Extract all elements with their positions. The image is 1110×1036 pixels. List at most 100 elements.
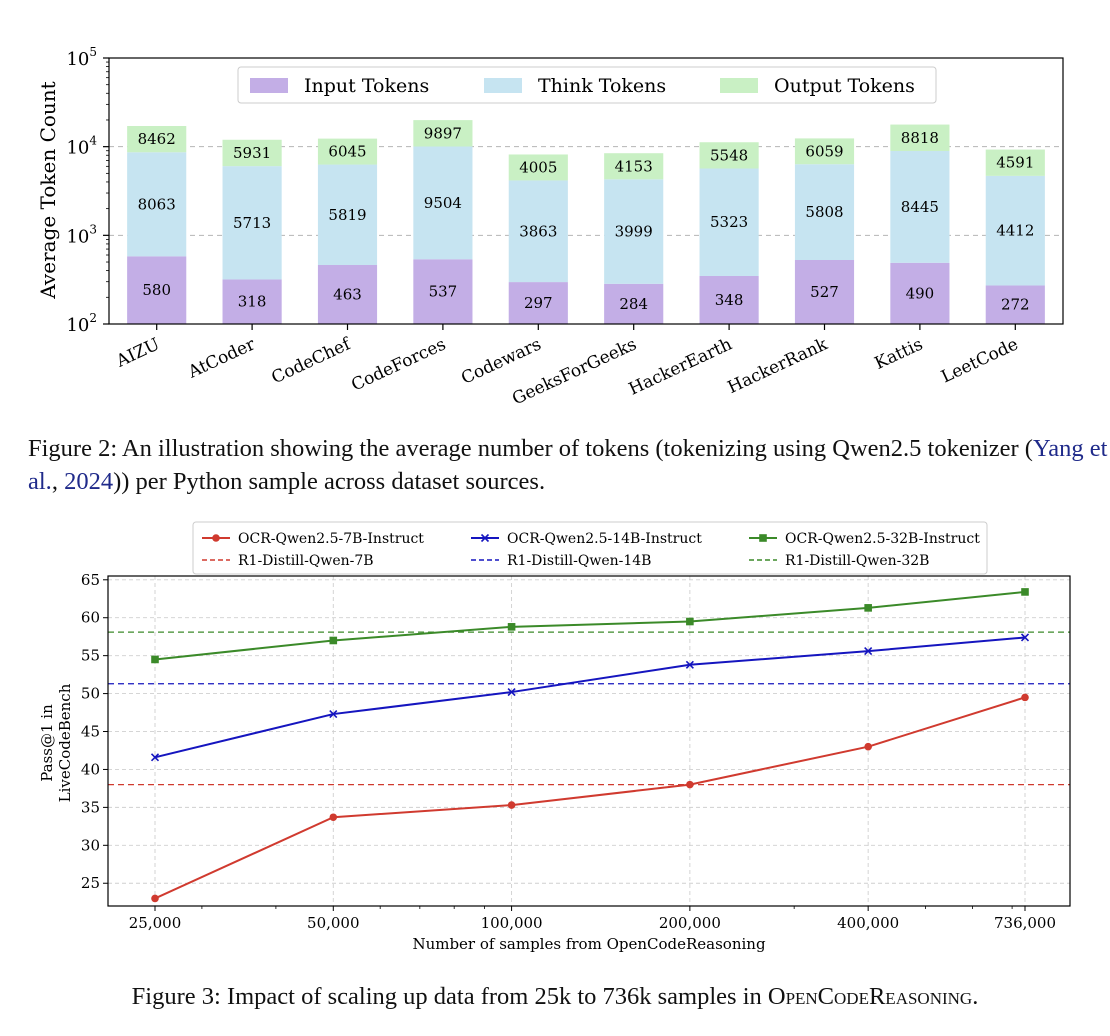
fig2-value-label-input: 272 xyxy=(1001,296,1030,314)
figure-2-caption: Figure 2: An illustration showing the av… xyxy=(0,432,1110,498)
fig3-caption-dataset-name: OpenCodeReasoning xyxy=(767,983,973,1010)
fig2-plot-frame xyxy=(108,57,1064,325)
fig3-y-tick-label: 25 xyxy=(81,874,100,892)
fig2-value-label-output: 8462 xyxy=(138,130,176,148)
figure-3-caption: Figure 3: Impact of scaling up data from… xyxy=(0,980,1110,1013)
fig2-bar-input xyxy=(222,279,282,324)
fig3-x-tick-label: 100,000 xyxy=(481,914,543,932)
fig3-y-tick-label: 40 xyxy=(81,760,100,778)
fig3-ylabel-line2: LiveCodeBench xyxy=(56,683,74,802)
fig3-point-circle xyxy=(212,534,220,542)
fig2-value-label-output: 4005 xyxy=(519,158,557,176)
fig2-value-label-input: 537 xyxy=(429,283,458,301)
fig2-bar-think xyxy=(317,164,378,265)
fig2-value-label-output: 4591 xyxy=(996,154,1034,172)
fig3-legend-box xyxy=(192,521,988,575)
fig3-y-tick-label: 60 xyxy=(81,609,100,627)
fig3-caption-suffix: . xyxy=(972,983,979,1010)
fig3-point-x xyxy=(150,753,160,762)
fig2-value-label-think: 8445 xyxy=(901,198,939,216)
fig2-value-label-input: 348 xyxy=(715,291,744,309)
fig3-point-square xyxy=(507,623,516,631)
fig2-legend-swatch xyxy=(720,78,758,93)
fig2-ylabel: Average Token Count xyxy=(36,81,60,299)
fig2-value-label-output: 5548 xyxy=(710,146,748,164)
fig3-y-tick-label: 65 xyxy=(81,571,100,589)
fig2-bar-input xyxy=(794,259,855,324)
fig2-y-tick-label: 102 xyxy=(66,311,97,336)
fig2-value-label-think: 9504 xyxy=(424,194,462,212)
fig2-bar-input xyxy=(127,256,187,324)
fig2-bar-think xyxy=(413,146,473,260)
fig2-value-label-output: 6059 xyxy=(805,142,843,160)
figure-3-chart: OCR-Qwen2.5-7B-Instruct OCR-Qwen2.5-14B-I… xyxy=(38,521,1071,953)
fig3-point-square xyxy=(864,604,872,612)
fig2-x-tick-label: AtCoder xyxy=(184,334,259,383)
fig3-point-square xyxy=(759,534,767,542)
fig3-point-circle xyxy=(864,742,872,751)
fig2-bar-output xyxy=(508,154,568,181)
fig3-legend-label: OCR-Qwen2.5-14B-Instruct xyxy=(507,531,702,547)
fig2-y-tick-label: 103 xyxy=(66,222,97,247)
fig3-x-tick-label: 25,000 xyxy=(129,914,182,932)
fig2-value-label-input: 580 xyxy=(142,281,171,299)
fig2-bar-output xyxy=(604,153,664,180)
fig3-reference-lines xyxy=(108,631,1070,786)
fig3-point-square xyxy=(686,617,694,626)
fig3-legend-label: R1-Distill-Qwen-7B xyxy=(238,553,374,569)
fig2-value-label-think: 4412 xyxy=(996,222,1034,240)
fig3-y-tick-label: 50 xyxy=(81,685,100,703)
fig2-value-label-input: 297 xyxy=(524,294,553,312)
fig2-value-label-output: 9897 xyxy=(424,124,462,142)
fig3-point-x xyxy=(507,688,516,697)
fig2-legend: Input Tokens Think Tokens Output Tokens xyxy=(237,66,937,104)
fig3-legend-label: R1-Distill-Qwen-14B xyxy=(507,553,651,569)
fig2-bar-think xyxy=(222,166,282,280)
fig2-x-tick-label: Kattis xyxy=(872,334,926,374)
fig2-bar-output xyxy=(794,138,855,165)
fig2-citation-sep: , xyxy=(51,468,65,496)
fig2-bar-think xyxy=(699,168,759,276)
fig2-citation-author[interactable]: Yang et al. xyxy=(28,435,1108,496)
fig2-bar-think xyxy=(890,151,950,263)
fig2-bars: 580 8063 8462 318 5713 5931 463 5819 6045 537 9504… xyxy=(127,120,1045,324)
fig3-point-circle xyxy=(151,894,159,903)
fig2-citation-year[interactable]: 2024 xyxy=(64,468,114,496)
fig3-legend-label: R1-Distill-Qwen-32B xyxy=(785,553,929,569)
fig2-bar-input xyxy=(317,264,378,324)
fig3-gridlines xyxy=(108,576,1070,906)
fig2-value-label-output: 4153 xyxy=(615,157,653,175)
fig2-value-label-think: 5819 xyxy=(328,206,366,224)
fig2-bar-output xyxy=(699,142,759,169)
fig2-y-tick-label: 104 xyxy=(66,134,97,159)
fig2-bar-input xyxy=(413,259,473,324)
fig3-point-circle xyxy=(1021,693,1029,702)
fig2-x-tick-label: CodeChef xyxy=(269,334,356,389)
fig2-bar-think xyxy=(508,180,568,283)
fig2-value-label-input: 490 xyxy=(906,284,935,302)
fig3-xlabel: Number of samples from OpenCodeReasoning xyxy=(412,935,766,953)
fig2-legend-swatch xyxy=(484,78,522,93)
fig2-y-ticks: 102 103 104 105 xyxy=(66,45,109,336)
fig2-x-tick-label: HackerEarth xyxy=(626,334,735,399)
fig3-point-x xyxy=(329,710,338,719)
fig3-point-x xyxy=(1020,633,1030,642)
fig2-legend-swatch xyxy=(250,78,288,93)
fig3-point-x xyxy=(480,533,490,543)
fig3-point-circle xyxy=(686,780,694,789)
fig3-series-line xyxy=(154,590,1026,661)
fig3-legend: OCR-Qwen2.5-7B-Instruct OCR-Qwen2.5-14B-I… xyxy=(192,521,988,575)
fig3-point-square xyxy=(151,655,159,664)
fig2-bar-input xyxy=(699,275,759,324)
fig2-value-label-think: 5713 xyxy=(233,214,271,232)
fig3-y-tick-label: 35 xyxy=(81,798,100,816)
fig2-x-tick-label: HackerRank xyxy=(725,334,832,398)
fig2-value-label-think: 5808 xyxy=(805,203,843,221)
fig2-bar-input xyxy=(890,262,950,324)
fig2-bar-output xyxy=(413,120,473,147)
fig2-caption-prefix: Figure 2: An illustration showing the av… xyxy=(28,435,1033,462)
fig2-bar-output xyxy=(890,124,950,152)
fig2-value-label-output: 5931 xyxy=(233,144,271,162)
fig2-y-tick-label: 105 xyxy=(66,45,97,70)
fig3-y-tick-label: 30 xyxy=(81,836,100,854)
